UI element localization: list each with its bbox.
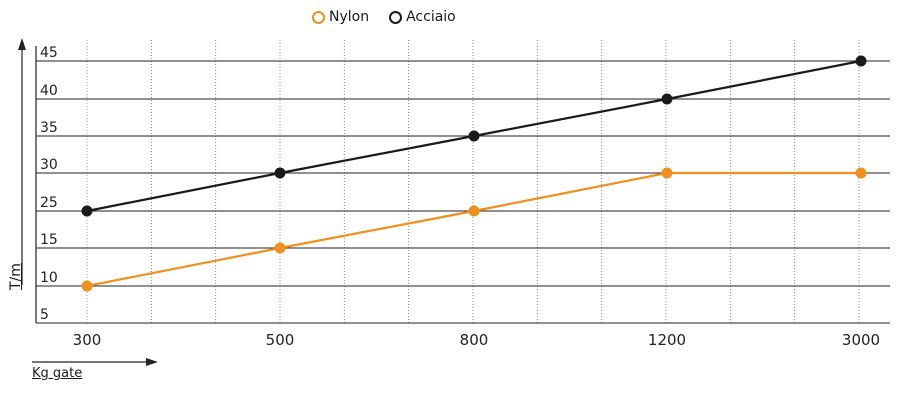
data-point-nylon: [468, 205, 480, 217]
legend-item-nylon: Nylon: [312, 9, 369, 25]
y-tick-label: 45: [40, 45, 58, 61]
data-point-acciaio: [274, 167, 286, 179]
data-point-nylon: [855, 167, 867, 179]
data-point-acciaio: [661, 93, 673, 105]
x-tick-label: 300: [73, 331, 102, 349]
data-point-nylon: [81, 280, 93, 292]
y-tick-label: 15: [40, 232, 58, 248]
x-tick-label: 500: [266, 331, 295, 349]
legend-item-acciaio: Acciaio: [389, 9, 456, 25]
data-point-nylon: [274, 242, 286, 254]
legend-swatch-nylon: [312, 10, 325, 24]
x-tick-label: 800: [460, 331, 489, 349]
x-tick-label: 3000: [842, 331, 880, 349]
data-point-acciaio: [81, 205, 93, 217]
y-tick-label: 40: [40, 83, 58, 99]
y-axis-arrowhead: [18, 38, 26, 50]
legend-label-nylon: Nylon: [329, 9, 370, 25]
y-tick-label: 25: [40, 195, 58, 211]
x-axis-label: Kg gate: [32, 366, 83, 381]
data-point-nylon: [661, 167, 673, 179]
y-tick-label: 5: [40, 307, 49, 323]
legend-swatch-acciaio: [389, 10, 403, 24]
y-tick-label: 35: [40, 120, 58, 136]
data-point-acciaio: [855, 55, 867, 67]
y-tick-label: 30: [40, 157, 58, 173]
legend-label-acciaio: Acciaio: [406, 9, 456, 25]
data-point-acciaio: [468, 130, 480, 142]
y-tick-label: 10: [40, 270, 58, 286]
y-axis-label: T/m: [8, 263, 24, 290]
x-tick-label: 1200: [648, 331, 686, 349]
chart-legend: Nylon Acciaio: [312, 9, 456, 25]
x-axis-arrowhead: [146, 358, 158, 366]
series-line-nylon: [86, 171, 861, 288]
